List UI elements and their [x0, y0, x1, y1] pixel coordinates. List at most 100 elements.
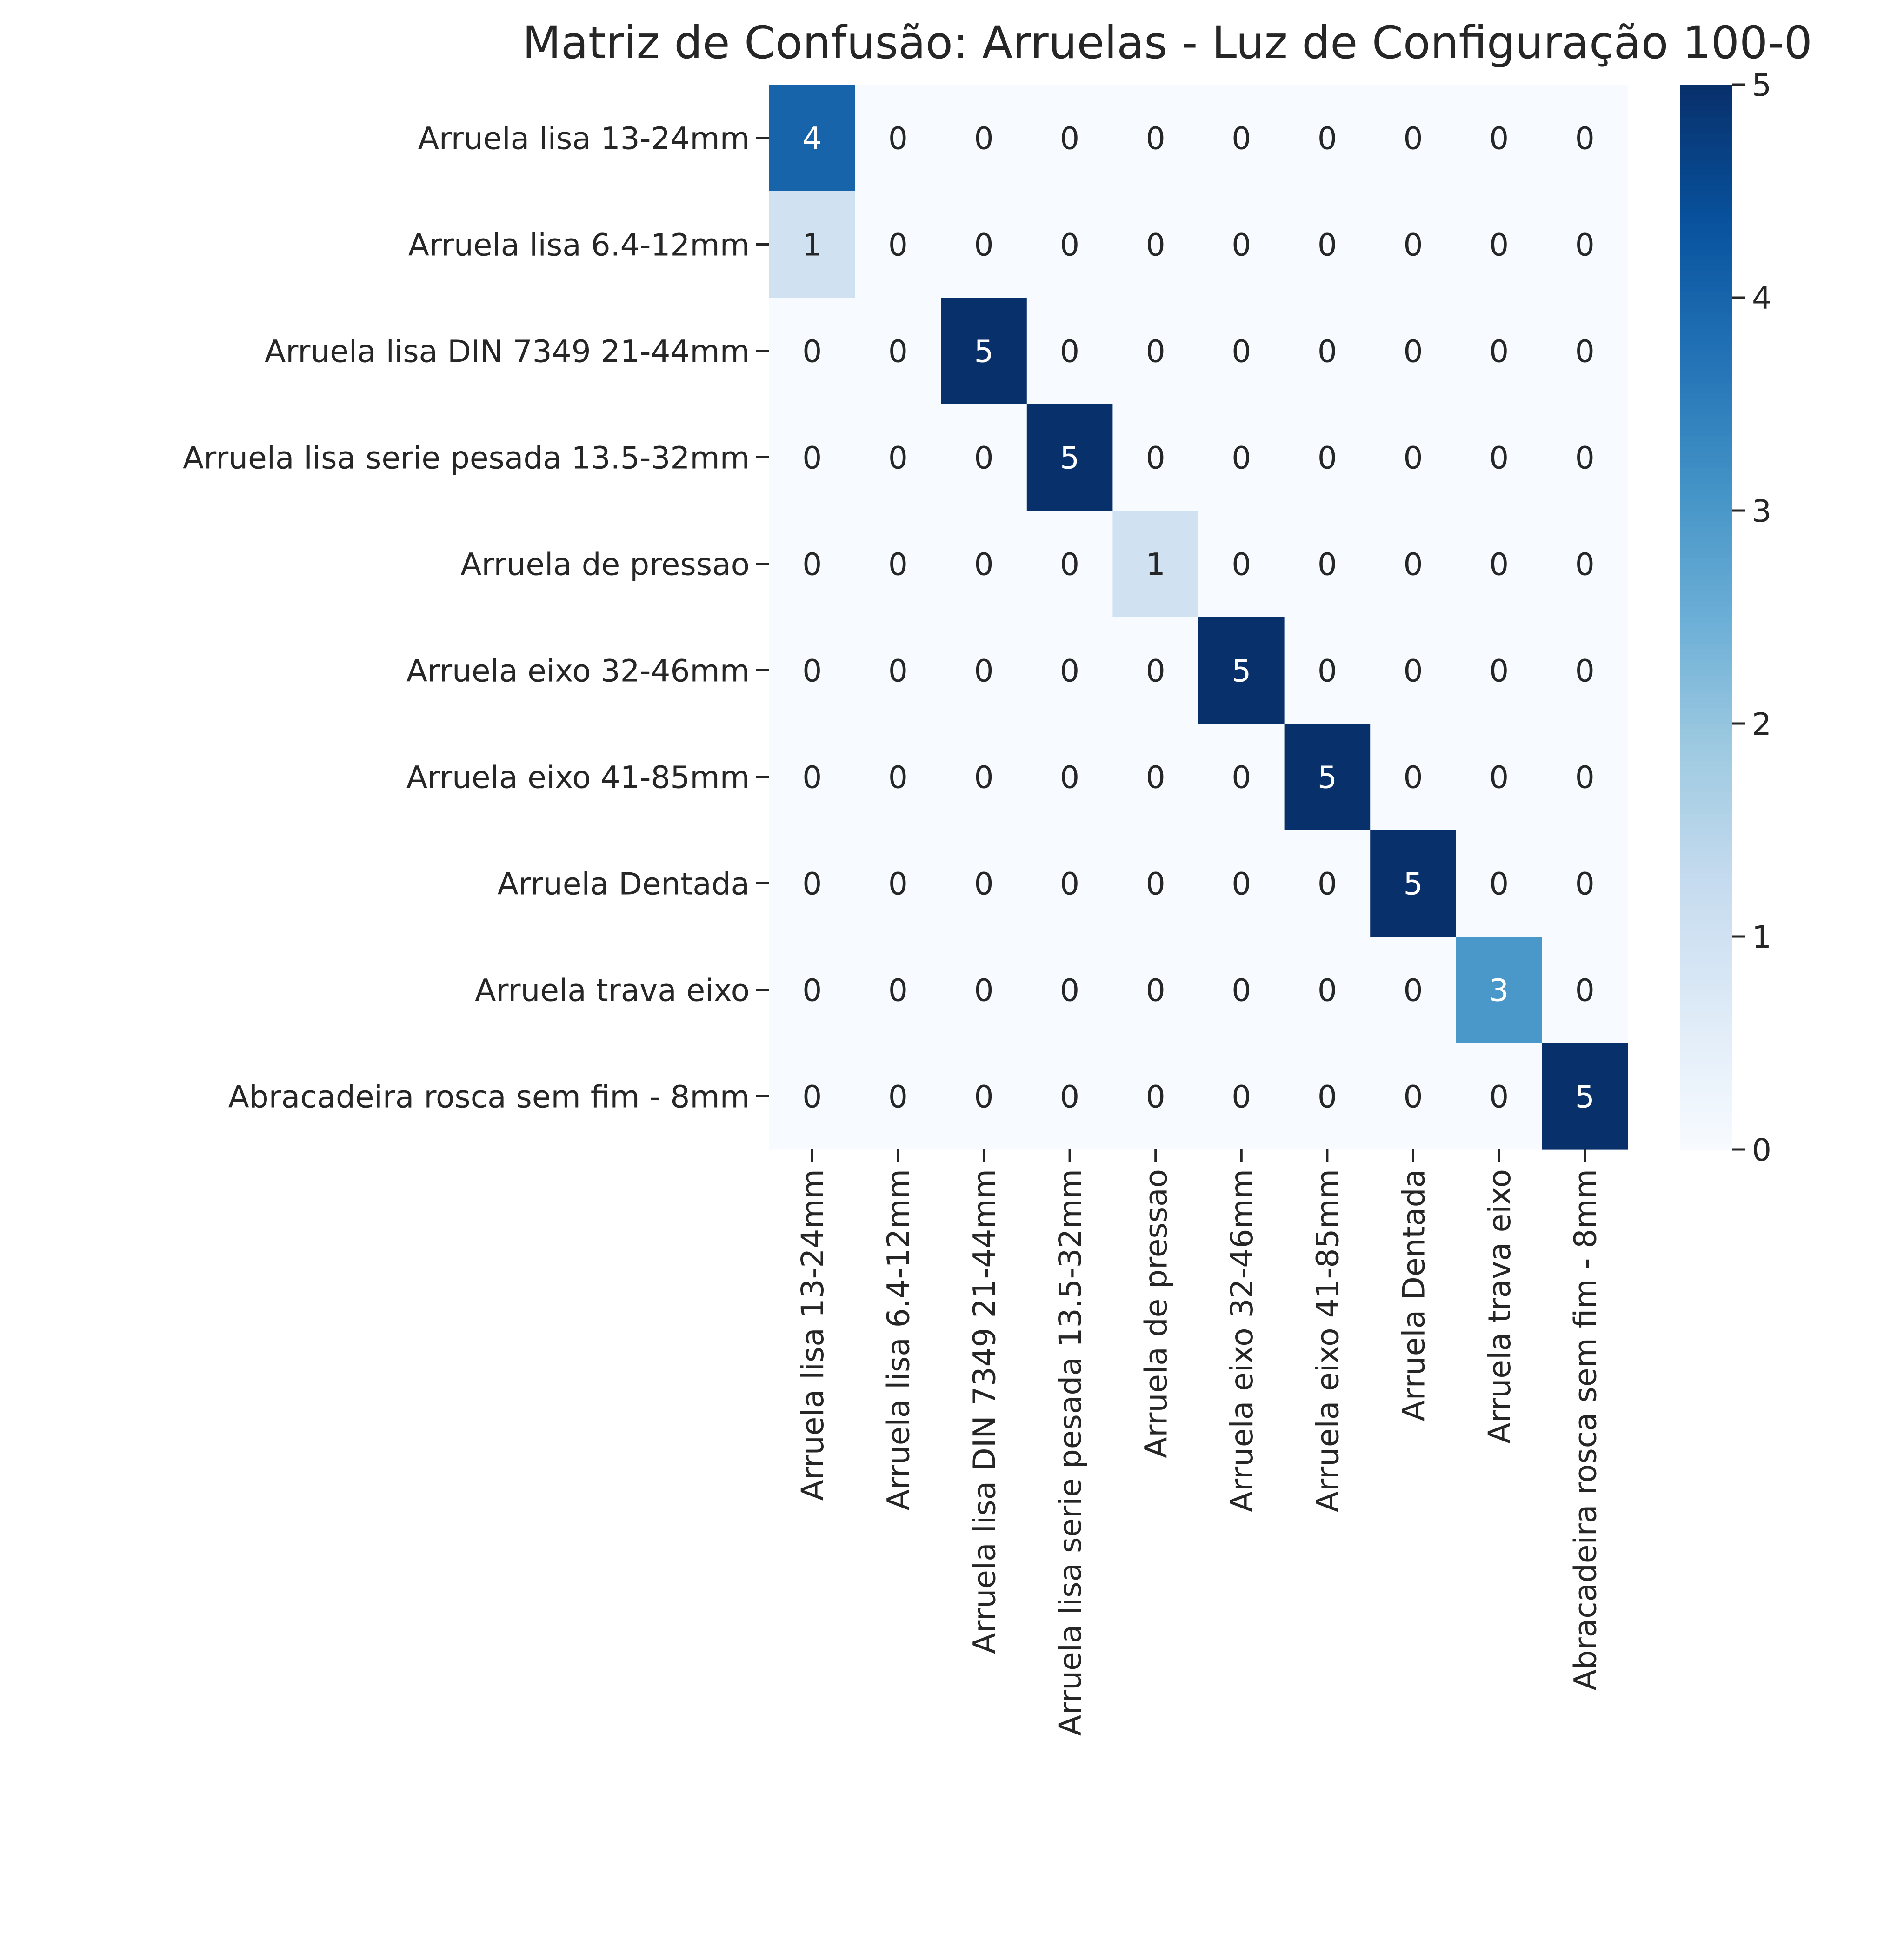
colorbar-band [1680, 223, 1732, 229]
cell-value-label: 0 [1404, 227, 1423, 263]
colorbar-band [1680, 1133, 1732, 1139]
colorbar-band [1680, 542, 1732, 548]
heatmap-cell [1026, 404, 1113, 511]
cell-value-label: 0 [1146, 972, 1165, 1008]
colorbar-band [1680, 744, 1732, 751]
colorbar-band [1680, 867, 1732, 873]
x-tick-label: Arruela eixo 41-85mm [1310, 1169, 1346, 1512]
colorbar-band [1680, 191, 1732, 197]
cell-value-label: 1 [802, 227, 822, 263]
colorbar-band [1680, 1139, 1732, 1145]
colorbar-band [1680, 681, 1732, 687]
colorbar-band [1680, 457, 1732, 463]
colorbar-band [1680, 627, 1732, 634]
cell-value-label: 0 [1060, 759, 1079, 795]
colorbar-band [1680, 1027, 1732, 1033]
colorbar-band [1680, 564, 1732, 570]
heatmap-cell [855, 85, 941, 192]
heatmap-cell [1542, 1043, 1628, 1150]
cell-value-label: 0 [974, 440, 994, 476]
colorbar-band [1680, 995, 1732, 1001]
cell-value-label: 0 [1489, 759, 1509, 795]
cell-value-label: 0 [1060, 333, 1079, 369]
cell-value-label: 0 [1146, 1079, 1165, 1115]
cell-value-label: 0 [1060, 653, 1079, 689]
heatmap-cell [1026, 511, 1113, 618]
colorbar-band [1680, 915, 1732, 921]
heatmap-cell [855, 511, 941, 618]
cell-value-label: 0 [1232, 227, 1251, 263]
heatmap-cell [1456, 937, 1542, 1043]
cell-value-label: 5 [1404, 866, 1423, 902]
colorbar-band [1680, 372, 1732, 378]
colorbar-band [1680, 292, 1732, 298]
heatmap-cell [769, 511, 856, 618]
colorbar-band [1680, 947, 1732, 953]
heatmap-cell [1456, 191, 1542, 298]
chart-title: Matriz de Confusão: Arruelas - Luz de Co… [522, 17, 1812, 69]
colorbar-band [1680, 659, 1732, 665]
colorbar-band [1680, 404, 1732, 410]
cell-value-label: 0 [1232, 1079, 1251, 1115]
heatmap-cell [1370, 724, 1457, 830]
heatmap-cell [1198, 1043, 1285, 1150]
heatmap-cell [1542, 298, 1628, 405]
y-tick-label: Arruela de pressao [460, 546, 750, 582]
y-axis: Arruela lisa 13-24mm Arruela lisa 6.4-12m… [183, 120, 769, 1115]
colorbar-band [1680, 872, 1732, 878]
heatmap-cell [855, 724, 941, 830]
cell-value-label: 0 [1232, 866, 1251, 902]
cell-value-label: 0 [1404, 546, 1423, 582]
colorbar-band [1680, 500, 1732, 506]
colorbar-band [1680, 1144, 1732, 1150]
colorbar-band [1680, 713, 1732, 719]
cell-value-label: 0 [888, 546, 908, 582]
heatmap-cell [1542, 937, 1628, 1043]
heatmap-cell [769, 404, 856, 511]
colorbar-band [1680, 266, 1732, 272]
colorbar-band [1680, 617, 1732, 623]
colorbar-band [1680, 899, 1732, 905]
colorbar-band [1680, 207, 1732, 213]
colorbar-band [1680, 569, 1732, 575]
heatmap-cell [769, 617, 856, 724]
colorbar-band [1680, 926, 1732, 932]
colorbar-band [1680, 809, 1732, 815]
colorbar-band [1680, 1096, 1732, 1102]
colorbar-band [1680, 420, 1732, 426]
heatmap-cell [1112, 191, 1199, 298]
colorbar-band [1680, 1043, 1732, 1049]
cell-value-label: 0 [1146, 866, 1165, 902]
colorbar-band [1680, 249, 1732, 256]
cell-value-label: 0 [1060, 866, 1079, 902]
colorbar-band [1680, 186, 1732, 192]
colorbar-band [1680, 968, 1732, 974]
colorbar-band [1680, 414, 1732, 421]
colorbar-band [1680, 153, 1732, 160]
colorbar-band [1680, 303, 1732, 309]
colorbar-band [1680, 1064, 1732, 1070]
colorbar-band [1680, 361, 1732, 367]
heatmap-cell [1026, 830, 1113, 937]
heatmap-cell [1026, 724, 1113, 830]
colorbar-band [1680, 777, 1732, 783]
x-tick-label: Arruela lisa serie pesada 13.5-32mm [1052, 1169, 1088, 1736]
heatmap-cell [855, 617, 941, 724]
colorbar-band [1680, 942, 1732, 948]
colorbar-band [1680, 356, 1732, 362]
colorbar-band [1680, 351, 1732, 357]
heatmap-cell [1112, 617, 1199, 724]
colorbar-band [1680, 878, 1732, 884]
heatmap-cell [1198, 617, 1285, 724]
heatmap-cell [1026, 298, 1113, 405]
cell-value-label: 0 [974, 227, 994, 263]
cell-value-label: 0 [1232, 972, 1251, 1008]
cell-value-label: 5 [1318, 759, 1337, 795]
colorbar-tick-label: 4 [1752, 280, 1771, 316]
heatmap-cell [1198, 937, 1285, 1043]
colorbar-band [1680, 516, 1732, 522]
heatmap-cell [1284, 191, 1371, 298]
colorbar-band [1680, 665, 1732, 671]
heatmap-cell [1112, 511, 1199, 618]
heatmap-cell [941, 830, 1027, 937]
